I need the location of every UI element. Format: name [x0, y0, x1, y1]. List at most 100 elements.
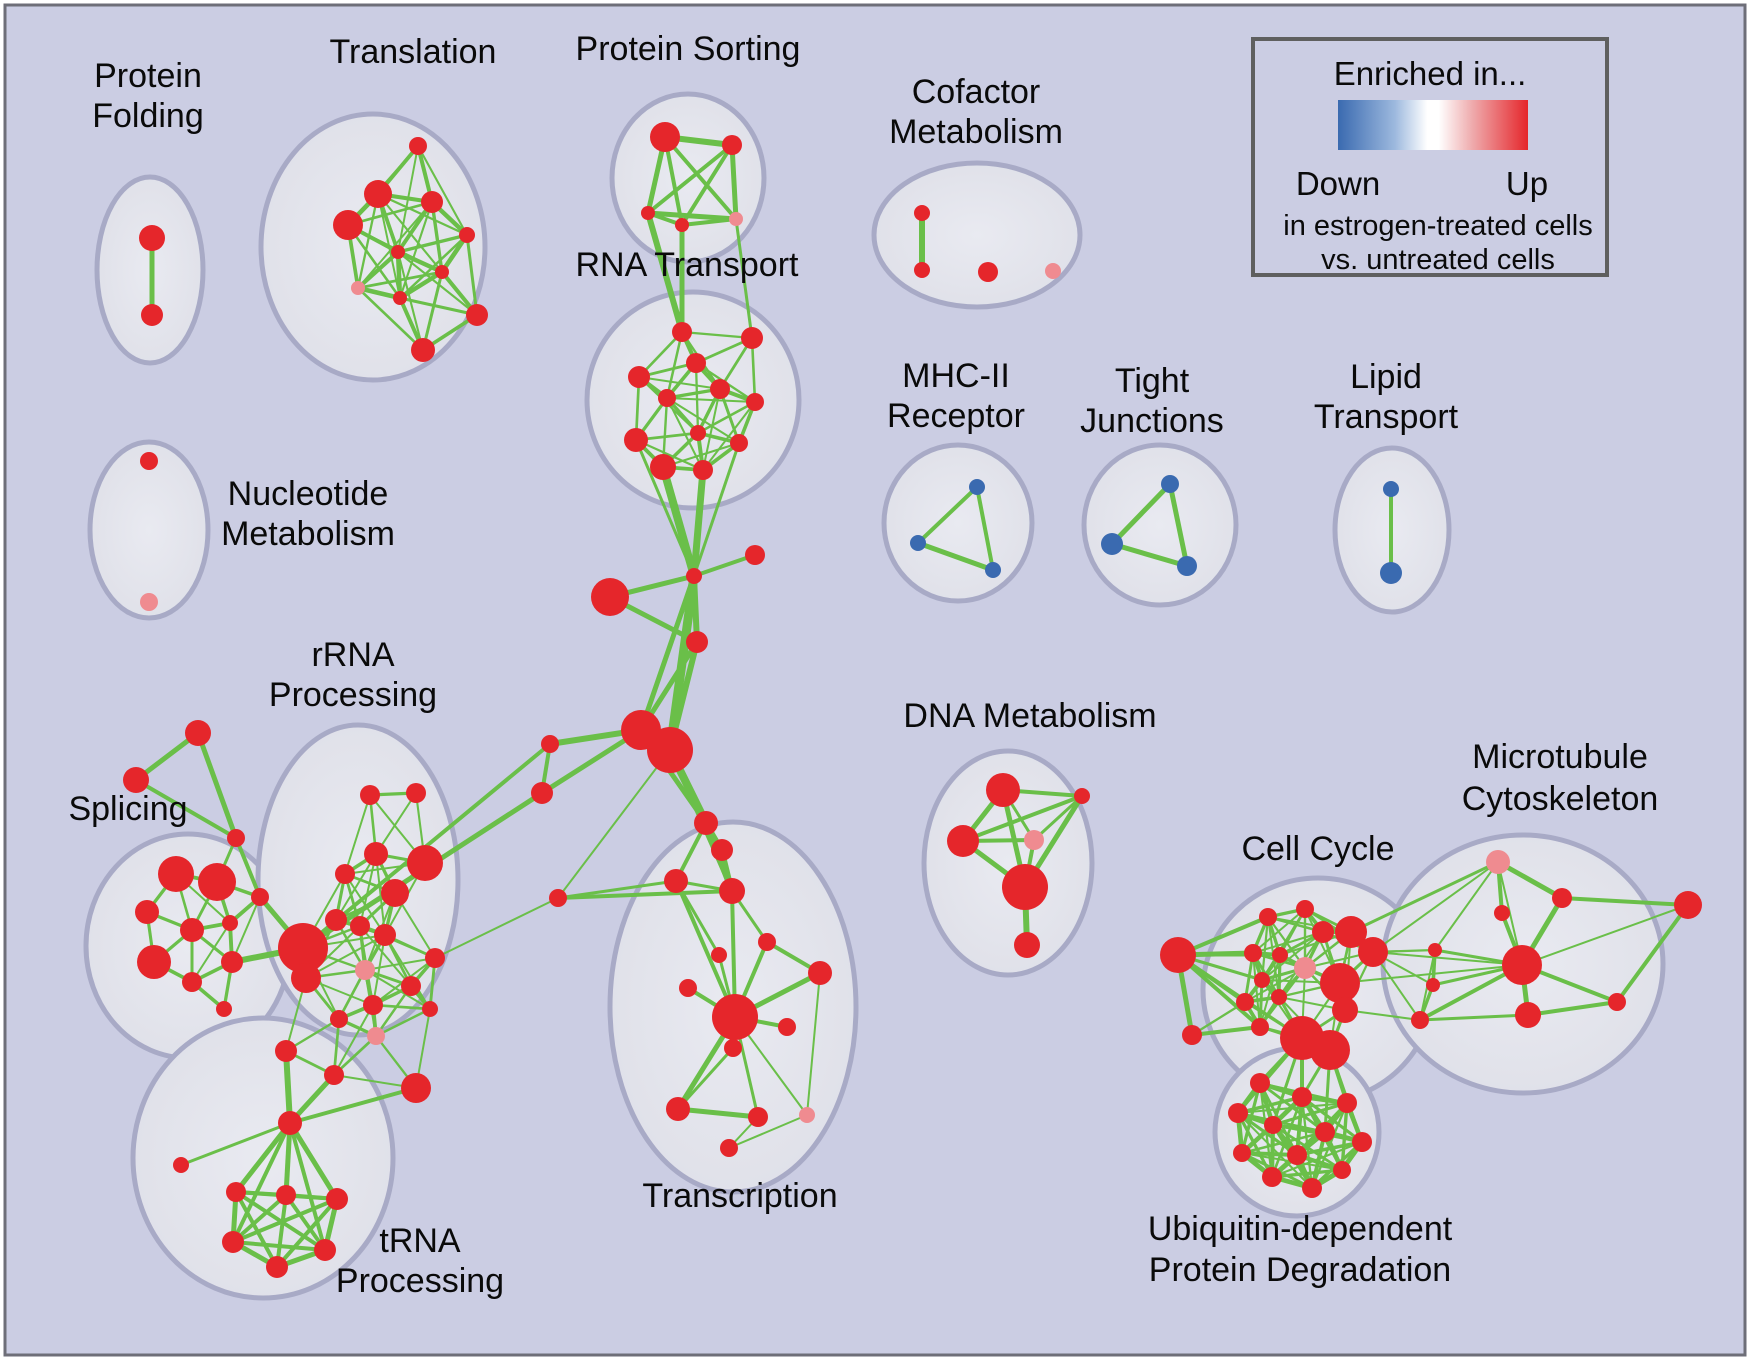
node-trna-4[interactable] [326, 1188, 348, 1210]
node-central-1[interactable] [745, 545, 765, 565]
node-translation-0[interactable] [409, 137, 427, 155]
node-cell_cycle-8[interactable] [1272, 947, 1288, 963]
node-splicing-6[interactable] [221, 951, 243, 973]
node-splicing-1[interactable] [198, 863, 236, 901]
node-splicing-5[interactable] [137, 945, 171, 979]
node-cofactor-2[interactable] [978, 262, 998, 282]
node-cell_cycle-19[interactable] [1426, 978, 1440, 992]
node-splicing-2[interactable] [135, 900, 159, 924]
node-central-5[interactable] [647, 727, 693, 773]
node-rrna-17[interactable] [275, 1040, 297, 1062]
node-rrna-12[interactable] [401, 976, 421, 996]
node-tight_junctions-0[interactable] [1161, 475, 1179, 493]
node-ubiquitin-8[interactable] [1287, 1145, 1307, 1165]
node-translation-1[interactable] [364, 180, 392, 208]
node-microtubule-6[interactable] [1674, 891, 1702, 919]
node-rrna-13[interactable] [425, 948, 445, 968]
node-rna_transport-5[interactable] [658, 389, 676, 407]
node-transcription-1[interactable] [664, 869, 688, 893]
node-rna_transport-8[interactable] [624, 428, 648, 452]
node-rna_transport-10[interactable] [650, 454, 676, 480]
node-splicing-8[interactable] [216, 1001, 232, 1017]
node-dna_metabolism-3[interactable] [1024, 830, 1044, 850]
node-rrna-20[interactable] [422, 1001, 438, 1017]
node-rna_transport-1[interactable] [741, 327, 763, 349]
node-mhc-1[interactable] [910, 535, 926, 551]
node-translation-10[interactable] [411, 338, 435, 362]
node-transcription-0[interactable] [694, 811, 718, 835]
node-translation-8[interactable] [393, 291, 407, 305]
node-transcription-11[interactable] [724, 1039, 742, 1057]
node-cell_cycle-17[interactable] [1310, 1030, 1350, 1070]
node-dna_metabolism-2[interactable] [947, 825, 979, 857]
node-cell_cycle-13[interactable] [1236, 993, 1254, 1011]
node-transcription-15[interactable] [720, 1139, 738, 1157]
node-splicing-9[interactable] [251, 888, 269, 906]
node-cofactor-1[interactable] [914, 262, 930, 278]
node-translation-5[interactable] [391, 245, 405, 259]
node-rna_transport-6[interactable] [746, 393, 764, 411]
node-rrna-2[interactable] [335, 864, 355, 884]
node-rrna-9[interactable] [350, 916, 370, 936]
node-splicing-4[interactable] [222, 915, 238, 931]
node-protein_folding-1[interactable] [141, 304, 163, 326]
node-ubiquitin-5[interactable] [1315, 1122, 1335, 1142]
node-mhc-2[interactable] [985, 562, 1001, 578]
node-trna-7[interactable] [266, 1256, 288, 1278]
node-lipid_transport-1[interactable] [1380, 562, 1402, 584]
node-rna_transport-9[interactable] [730, 434, 748, 452]
node-trna-2[interactable] [226, 1182, 246, 1202]
node-ubiquitin-9[interactable] [1333, 1161, 1351, 1179]
node-transcription-2[interactable] [719, 878, 745, 904]
node-transcription-6[interactable] [711, 947, 727, 963]
node-trna-0[interactable] [278, 1111, 302, 1135]
node-rrna-15[interactable] [330, 1010, 348, 1028]
node-rrna-8[interactable] [325, 909, 347, 931]
node-cell_cycle-9[interactable] [1294, 957, 1316, 979]
node-cell_cycle-7[interactable] [1244, 944, 1262, 962]
node-transcription-9[interactable] [712, 994, 758, 1040]
node-microtubule-2[interactable] [1494, 905, 1510, 921]
node-cell_cycle-14[interactable] [1251, 1018, 1269, 1036]
node-cell_cycle-12[interactable] [1271, 989, 1287, 1005]
node-translation-9[interactable] [466, 304, 488, 326]
node-rrna-14[interactable] [363, 995, 383, 1015]
node-ubiquitin-4[interactable] [1264, 1116, 1282, 1134]
node-ubiquitin-6[interactable] [1352, 1132, 1372, 1152]
node-microtubule-0[interactable] [1486, 850, 1510, 874]
node-rrna-0[interactable] [278, 923, 328, 973]
node-cell_cycle-20[interactable] [1428, 943, 1442, 957]
node-central-6[interactable] [541, 735, 559, 753]
node-rrna-10[interactable] [374, 924, 396, 946]
node-trna-5[interactable] [222, 1231, 244, 1253]
node-cell_cycle-5[interactable] [1335, 916, 1367, 948]
node-ubiquitin-7[interactable] [1233, 1144, 1251, 1162]
node-central-9[interactable] [123, 767, 149, 793]
node-transcription-12[interactable] [666, 1097, 690, 1121]
node-tight_junctions-2[interactable] [1177, 556, 1197, 576]
node-rrna-18[interactable] [324, 1065, 344, 1085]
node-cell_cycle-2[interactable] [1259, 908, 1277, 926]
node-rrna-6[interactable] [381, 879, 409, 907]
node-splicing-0[interactable] [158, 856, 194, 892]
node-transcription-7[interactable] [679, 979, 697, 997]
node-cofactor-0[interactable] [914, 205, 930, 221]
node-central-2[interactable] [591, 578, 629, 616]
node-tight_junctions-1[interactable] [1101, 533, 1123, 555]
node-cell_cycle-10[interactable] [1254, 972, 1270, 988]
node-translation-7[interactable] [351, 281, 365, 295]
node-rrna-16[interactable] [367, 1027, 385, 1045]
node-central-3[interactable] [686, 631, 708, 653]
node-splicing-3[interactable] [180, 918, 204, 942]
node-transcription-10[interactable] [778, 1018, 796, 1036]
node-rna_transport-2[interactable] [686, 353, 706, 373]
node-protein_sorting-2[interactable] [641, 206, 655, 220]
node-splicing-7[interactable] [182, 972, 202, 992]
node-microtubule-3[interactable] [1502, 945, 1542, 985]
node-central-10[interactable] [227, 829, 245, 847]
node-protein_sorting-1[interactable] [722, 135, 742, 155]
node-rna_transport-11[interactable] [693, 460, 713, 480]
node-translation-3[interactable] [333, 210, 363, 240]
node-ubiquitin-11[interactable] [1302, 1178, 1322, 1198]
node-ubiquitin-10[interactable] [1262, 1167, 1282, 1187]
